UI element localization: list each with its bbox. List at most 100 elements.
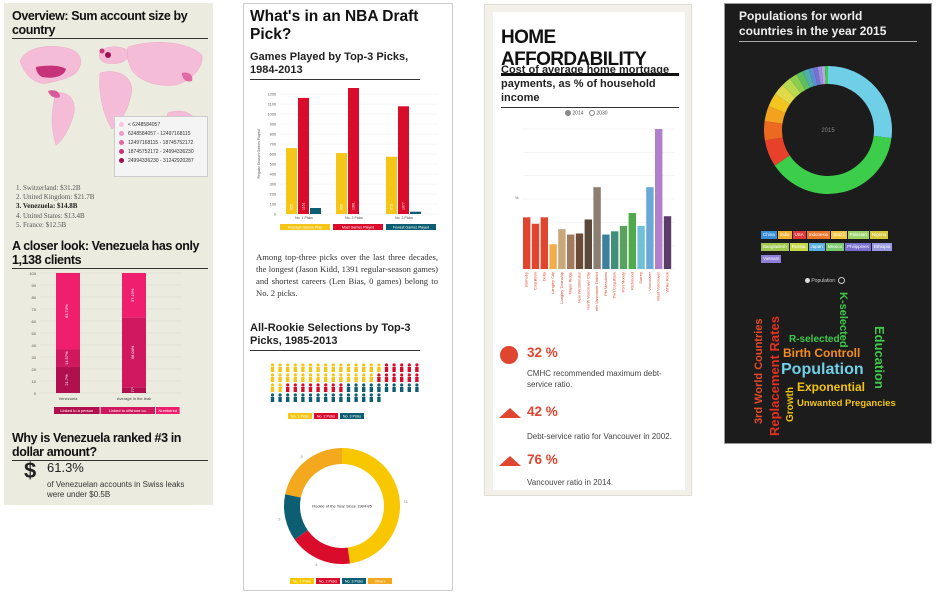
country-tag[interactable]: Mexico (825, 243, 845, 251)
country-tag[interactable]: Japan (808, 243, 825, 251)
bar-segment (122, 387, 146, 393)
stat-desc-1: CMHC recommended maximum debt-service ra… (527, 369, 662, 389)
country-tag[interactable]: USA (792, 231, 806, 239)
country-tag[interactable]: Bangladesh (761, 243, 789, 251)
person-icon (301, 383, 305, 387)
x-category-label: White Rock (665, 272, 670, 292)
data-label: 58.04% (130, 345, 135, 359)
person-icon (270, 363, 275, 367)
donut-slice (342, 448, 400, 564)
y-axis-label: % (515, 195, 519, 200)
person-body-icon (384, 377, 389, 382)
x-category-label: Coquitlam (533, 271, 538, 290)
map-north-america (19, 46, 81, 84)
legend-label: 24994336230 - 31242920287 (128, 158, 194, 164)
x-category-label: Burnaby (524, 272, 529, 287)
panel1-title: Overview: Sum account size by country (12, 9, 208, 39)
map-united-kingdom (99, 48, 105, 54)
legend-label: Fewest Games Played (393, 226, 429, 230)
bar-segment (56, 366, 80, 393)
legend-label: Others (375, 580, 386, 584)
x-category-label: Surrey (638, 272, 643, 284)
country-tag[interactable]: Philippines (845, 243, 871, 251)
person-body-icon (339, 387, 343, 392)
bar-value-label: 1391 (352, 202, 356, 210)
person-body-icon (270, 387, 275, 392)
person-body-icon (270, 377, 275, 382)
person-icon (339, 383, 343, 387)
country-tag[interactable]: Nigeria (869, 231, 889, 239)
bar (540, 217, 548, 269)
donut-slice (796, 71, 810, 90)
world-map[interactable] (12, 33, 208, 153)
person-body-icon (415, 367, 419, 372)
person-icon (400, 373, 404, 377)
donut-slice (782, 78, 801, 98)
country-tag[interactable]: China (761, 231, 777, 239)
radio-ring-icon (589, 110, 595, 116)
word-replacement-rates: Replacement Rates (767, 316, 782, 436)
legend-label: No. 2 Picks (317, 415, 335, 419)
person-body-icon (377, 387, 381, 392)
country-tag[interactable]: Brazil (831, 231, 847, 239)
person-body-icon (278, 387, 282, 392)
panel-swiss-leaks: Overview: Sum account size by country < … (4, 3, 213, 505)
person-body-icon (339, 367, 343, 372)
person-body-icon (407, 367, 411, 372)
y-tick-label: 30 (32, 355, 37, 360)
person-body-icon (324, 377, 328, 382)
person-body-icon (286, 377, 290, 382)
person-icon (308, 363, 313, 367)
person-body-icon (316, 387, 320, 392)
map-legend-item: < 6248584057 (119, 121, 203, 130)
radio-2014[interactable]: 2014 (565, 110, 584, 116)
bar (558, 229, 566, 269)
data-label: 21.7% (64, 374, 69, 386)
person-body-icon (301, 367, 305, 372)
person-icon (369, 363, 373, 367)
person-body-icon (369, 387, 373, 392)
country-tag[interactable]: Ethiopia (871, 243, 893, 251)
donut-center-label: Rookie of the Year Since 1984-85 (312, 504, 372, 509)
legend-chip (333, 224, 383, 230)
person-icon (407, 363, 411, 367)
person-icon (354, 393, 358, 397)
person-body-icon (377, 397, 381, 402)
person-body-icon (339, 397, 343, 402)
person-body-icon (324, 387, 328, 392)
person-icon (270, 393, 275, 397)
person-body-icon (324, 367, 328, 372)
stat-triangle-icon (499, 408, 521, 418)
legend-label: 18745752172 - 24994336230 (128, 149, 194, 155)
bar-value-label: 1161 (302, 202, 306, 210)
country-tag[interactable]: Pakistan (847, 231, 869, 239)
person-body-icon (415, 387, 419, 392)
person-icon (293, 363, 297, 367)
x-category-label: Pitt Meadows (603, 272, 608, 296)
y-tick-label: 0 (274, 213, 276, 217)
person-icon (362, 363, 366, 367)
population-toggle[interactable]: Population (805, 277, 845, 284)
donut-slice (774, 135, 892, 195)
country-tag[interactable]: Russia (789, 243, 808, 251)
rookie-of-year-donut: 11 4 3 5 Rookie of the Year Since 1984-85 No.… (278, 448, 409, 584)
country-tag[interactable]: Indonesia (806, 231, 831, 239)
radio-2030[interactable]: 2030 (589, 110, 608, 116)
person-body-icon (286, 367, 290, 372)
radio-2014-label: 2014 (572, 110, 584, 117)
country-tag[interactable]: India (777, 231, 792, 239)
all-rookie-pictogram: No. 1 Picks No. 2 Picks No. 3 Picks (270, 363, 419, 419)
population-donut[interactable]: 2015 (761, 60, 895, 220)
person-icon (286, 383, 290, 387)
bar (310, 208, 321, 214)
data-label: 63.74% (64, 304, 69, 318)
bar (286, 148, 297, 214)
stat-value-1: 32 % (527, 345, 558, 360)
person-body-icon (369, 367, 373, 372)
map-africa (99, 71, 133, 130)
x-category-label: Delta (541, 271, 546, 281)
person-icon (362, 393, 366, 397)
person-body-icon (415, 377, 419, 382)
legend-chip (156, 407, 180, 414)
country-tag[interactable]: Vietnam (761, 255, 782, 263)
